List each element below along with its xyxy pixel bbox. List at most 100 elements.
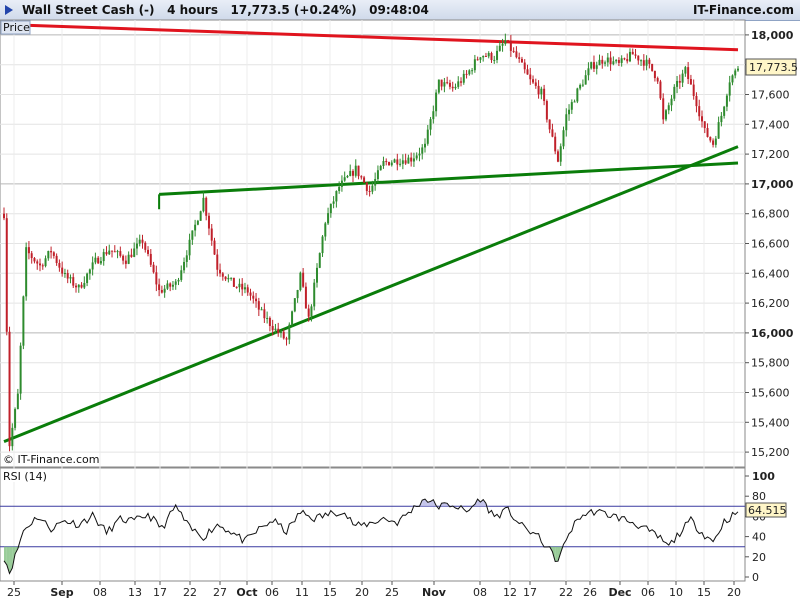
candle-body: [615, 60, 618, 62]
dropdown-arrow-icon[interactable]: [4, 4, 14, 19]
candle-body: [645, 59, 648, 66]
time-tick-label: 25: [385, 586, 399, 599]
candle-body: [94, 257, 97, 263]
candle-body: [709, 136, 712, 141]
candle-body: [318, 253, 321, 268]
candle-body: [568, 109, 571, 115]
time-tick-label: 10: [669, 586, 683, 599]
candle-body: [410, 157, 413, 162]
candle-body: [329, 203, 332, 214]
candle-body: [149, 253, 152, 265]
candle-body: [562, 130, 565, 147]
candle-body: [667, 105, 670, 111]
brand-label: IT-Finance.com: [692, 3, 794, 17]
candle-body: [714, 138, 717, 145]
candle-body: [723, 106, 726, 116]
time-tick-label: 13: [128, 586, 142, 599]
candle-body: [252, 295, 255, 299]
candle-body: [579, 84, 582, 89]
candle-body: [551, 129, 554, 137]
candle-body: [473, 59, 476, 71]
time-tick-label: 08: [93, 586, 107, 599]
candle-body: [296, 290, 299, 299]
time-tick-label: 11: [295, 586, 309, 599]
time-tick-label: 20: [727, 586, 741, 599]
candle-body: [692, 84, 695, 96]
candle-body: [343, 177, 346, 181]
candle-body: [670, 98, 673, 106]
candle-body: [279, 331, 282, 334]
candle-body: [412, 158, 415, 162]
candle-body: [249, 292, 252, 296]
rsi-tick-label: 0: [752, 571, 759, 584]
candle-body: [623, 58, 626, 60]
candle-body: [634, 54, 637, 56]
candle-body: [407, 157, 410, 164]
candle-body: [207, 215, 210, 229]
candle-body: [177, 279, 180, 282]
candle-body: [238, 283, 241, 288]
rsi-overbought-fill: [425, 499, 428, 507]
rsi-axis: 100806040200: [745, 470, 775, 584]
candle-body: [3, 213, 5, 219]
candle-body: [260, 309, 263, 311]
instrument-name: Wall Street Cash (-): [22, 3, 155, 17]
candle-body: [268, 317, 271, 326]
candle-body: [360, 176, 363, 178]
candle-body: [141, 239, 144, 243]
last-price-tag-box: [745, 58, 797, 76]
candle-body: [482, 55, 485, 58]
time-tick-label: 08: [473, 586, 487, 599]
candle-body: [432, 111, 435, 120]
candle-body: [512, 50, 515, 52]
price-tick-label: 18,000: [751, 29, 794, 42]
candle-body: [368, 190, 371, 192]
candle-body: [731, 75, 734, 83]
candle-body: [102, 252, 105, 262]
candle-body: [116, 251, 119, 253]
rsi-tick-label: 80: [752, 490, 766, 503]
candle-body: [155, 272, 158, 285]
price-tick-label: 17,400: [751, 118, 790, 131]
candle-body: [374, 179, 377, 186]
candle-body: [266, 317, 269, 319]
candle-body: [532, 79, 535, 83]
candle-body: [379, 165, 382, 171]
candle-body: [462, 73, 465, 83]
rsi-panel[interactable]: [0, 467, 746, 582]
candle-body: [180, 270, 183, 280]
candle-body: [25, 247, 28, 297]
rsi-oversold-fill: [4, 546, 7, 565]
candle-body: [288, 324, 291, 340]
candle-body: [86, 273, 89, 284]
candle-body: [584, 75, 587, 85]
candle-body: [448, 82, 451, 87]
candle-body: [700, 116, 703, 122]
candle-body: [570, 102, 573, 110]
rsi-oversold-fill: [555, 546, 558, 562]
price-tick-label: 17,000: [751, 178, 794, 191]
candle-body: [678, 80, 681, 83]
candle-body: [457, 81, 460, 87]
candle-body: [338, 186, 341, 192]
candle-body: [11, 427, 14, 447]
candle-body: [651, 63, 654, 71]
candle-body: [628, 51, 631, 62]
time-tick-label: Sep: [50, 586, 73, 599]
candle-body: [498, 45, 501, 51]
candle-body: [166, 283, 169, 289]
candle-body: [5, 218, 8, 332]
candle-body: [163, 288, 166, 293]
time-tick-label: 06: [265, 586, 279, 599]
candle-body: [604, 62, 607, 64]
candle-body: [598, 59, 601, 66]
candle-body: [307, 308, 310, 317]
price-tick-label: 16,200: [751, 297, 790, 310]
rsi-tick-label: 100: [752, 470, 775, 483]
candle-body: [147, 249, 150, 254]
candle-body: [684, 67, 687, 74]
candle-body: [315, 267, 318, 283]
clock-time: 09:48:04: [369, 3, 429, 17]
candle-body: [63, 273, 66, 275]
